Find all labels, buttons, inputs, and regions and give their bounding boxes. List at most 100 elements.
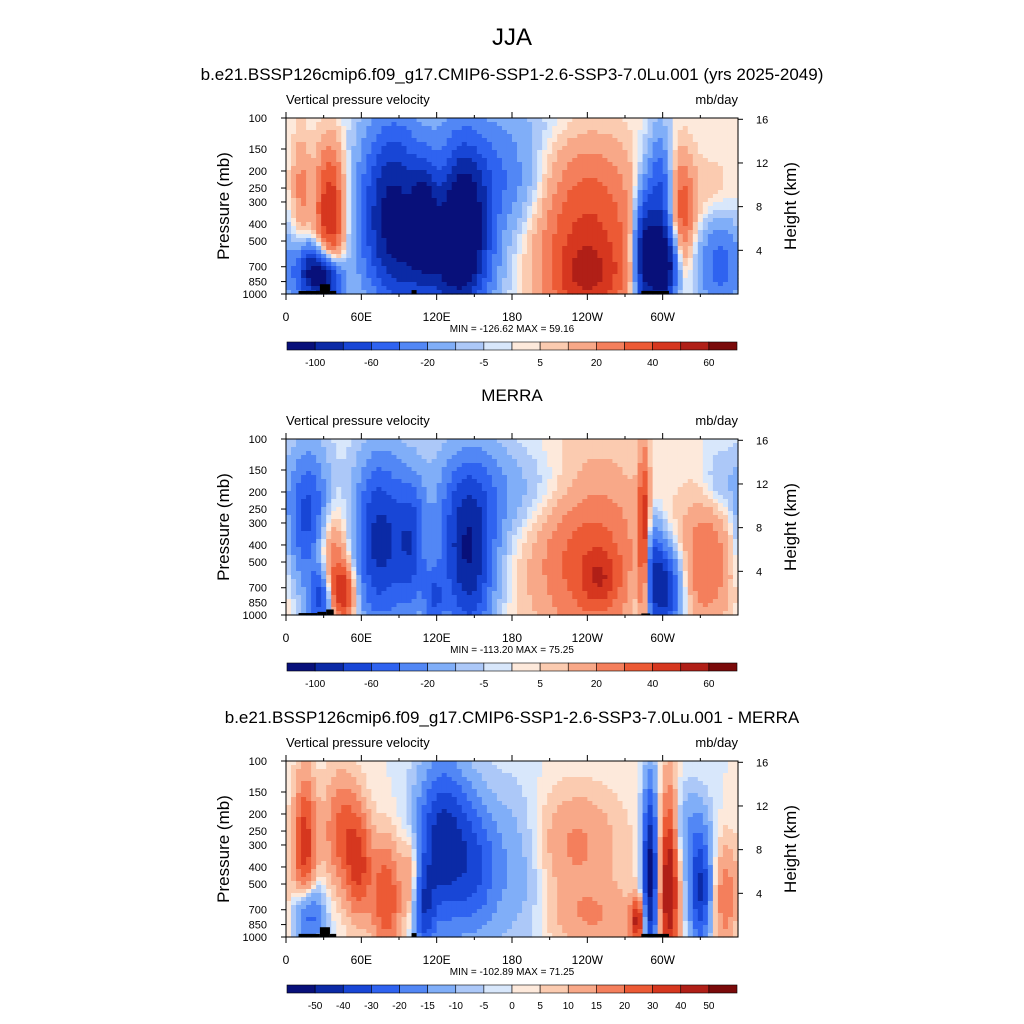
heatmap-cell <box>321 475 327 480</box>
heatmap-cell <box>712 170 719 175</box>
heatmap-cell <box>481 218 488 223</box>
heatmap-cell <box>376 154 383 159</box>
heatmap-cell <box>622 290 629 295</box>
heatmap-cell <box>617 210 624 215</box>
heatmap-cell <box>717 250 724 255</box>
heatmap-cell <box>532 206 538 211</box>
heatmap-cell <box>632 286 639 291</box>
heatmap-cell <box>466 266 473 271</box>
heatmap-cell <box>426 130 433 135</box>
heatmap-cell <box>286 242 292 247</box>
heatmap-cell <box>617 230 624 235</box>
heatmap-cell <box>441 254 448 259</box>
heatmap-cell <box>612 254 619 259</box>
heatmap-cell <box>496 463 503 468</box>
heatmap-cell <box>542 130 548 135</box>
heatmap-cell <box>401 170 408 175</box>
heatmap-cell <box>612 230 619 235</box>
heatmap-cell <box>567 158 573 163</box>
heatmap-cell <box>527 238 533 243</box>
heatmap-cell <box>386 174 393 179</box>
heatmap-cell <box>321 182 327 187</box>
heatmap-cell <box>341 290 347 295</box>
heatmap-cell <box>466 282 473 287</box>
heatmap-cell <box>391 290 398 295</box>
heatmap-cell <box>522 230 528 235</box>
heatmap-cell <box>316 186 322 191</box>
heatmap-cell <box>401 455 408 460</box>
heatmap-cell <box>426 118 433 123</box>
heatmap-cell <box>547 178 553 183</box>
heatmap-cell <box>416 210 423 215</box>
heatmap-cell <box>672 154 679 159</box>
heatmap-cell <box>406 194 413 199</box>
heatmap-cell <box>587 130 593 135</box>
heatmap-cell <box>587 242 593 247</box>
heatmap-cell <box>547 162 553 167</box>
heatmap-cell <box>456 206 463 211</box>
heatmap-cell <box>642 282 649 287</box>
heatmap-cell <box>657 439 664 444</box>
heatmap-cell <box>491 230 498 235</box>
heatmap-cell <box>461 182 468 187</box>
heatmap-cell <box>421 182 428 187</box>
heatmap-cell <box>291 238 297 243</box>
heatmap-cell <box>286 266 292 271</box>
heatmap-cell <box>381 242 388 247</box>
heatmap-cell <box>522 282 528 287</box>
heatmap-cell <box>547 170 553 175</box>
heatmap-cell <box>461 443 468 448</box>
heatmap-cell <box>707 190 714 195</box>
heatmap-cell <box>381 142 388 147</box>
heatmap-cell <box>517 178 523 183</box>
heatmap-cell <box>547 158 553 163</box>
heatmap-cell <box>381 194 388 199</box>
heatmap-cell <box>657 278 664 283</box>
heatmap-cell <box>647 222 654 227</box>
heatmap-cell <box>652 471 659 476</box>
heatmap-cell <box>396 270 403 275</box>
heatmap-cell <box>547 447 553 452</box>
heatmap-cell <box>496 447 503 452</box>
heatmap-cell <box>722 242 729 247</box>
heatmap-cell <box>381 262 388 267</box>
heatmap-cell <box>657 286 664 291</box>
heatmap-cell <box>707 122 714 127</box>
heatmap-cell <box>672 182 679 187</box>
heatmap-cell <box>416 270 423 275</box>
heatmap-cell <box>547 206 553 211</box>
heatmap-cell <box>512 146 518 151</box>
heatmap-cell <box>436 134 443 139</box>
heatmap-cell <box>491 439 498 444</box>
heatmap-cell <box>366 479 372 484</box>
heatmap-cell <box>557 459 563 464</box>
heatmap-cell <box>306 282 312 287</box>
heatmap-cell <box>371 138 377 143</box>
heatmap-cell <box>341 258 347 263</box>
heatmap-cell <box>637 475 644 480</box>
heatmap-cell <box>627 230 634 235</box>
heatmap-cell <box>451 467 458 472</box>
heatmap-cell <box>647 154 654 159</box>
heatmap-cell <box>466 230 473 235</box>
heatmap-cell <box>562 162 568 167</box>
heatmap-cell <box>316 162 322 167</box>
heatmap-cell <box>466 166 473 171</box>
heatmap-cell <box>421 242 428 247</box>
heatmap-cell <box>687 190 694 195</box>
heatmap-cell <box>702 190 709 195</box>
heatmap-cell <box>517 146 523 151</box>
heatmap-cell <box>637 282 644 287</box>
heatmap-cell <box>311 443 317 448</box>
heatmap-cell <box>667 162 674 167</box>
heatmap-cell <box>697 142 704 147</box>
heatmap-cell <box>501 439 508 444</box>
heatmap-cell <box>461 290 468 295</box>
heatmap-cell <box>547 250 553 255</box>
heatmap-cell <box>456 146 463 151</box>
heatmap-cell <box>286 443 292 448</box>
heatmap-cell <box>727 258 734 263</box>
heatmap-cell <box>707 451 714 456</box>
heatmap-cell <box>461 146 468 151</box>
heatmap-cell <box>376 158 383 163</box>
